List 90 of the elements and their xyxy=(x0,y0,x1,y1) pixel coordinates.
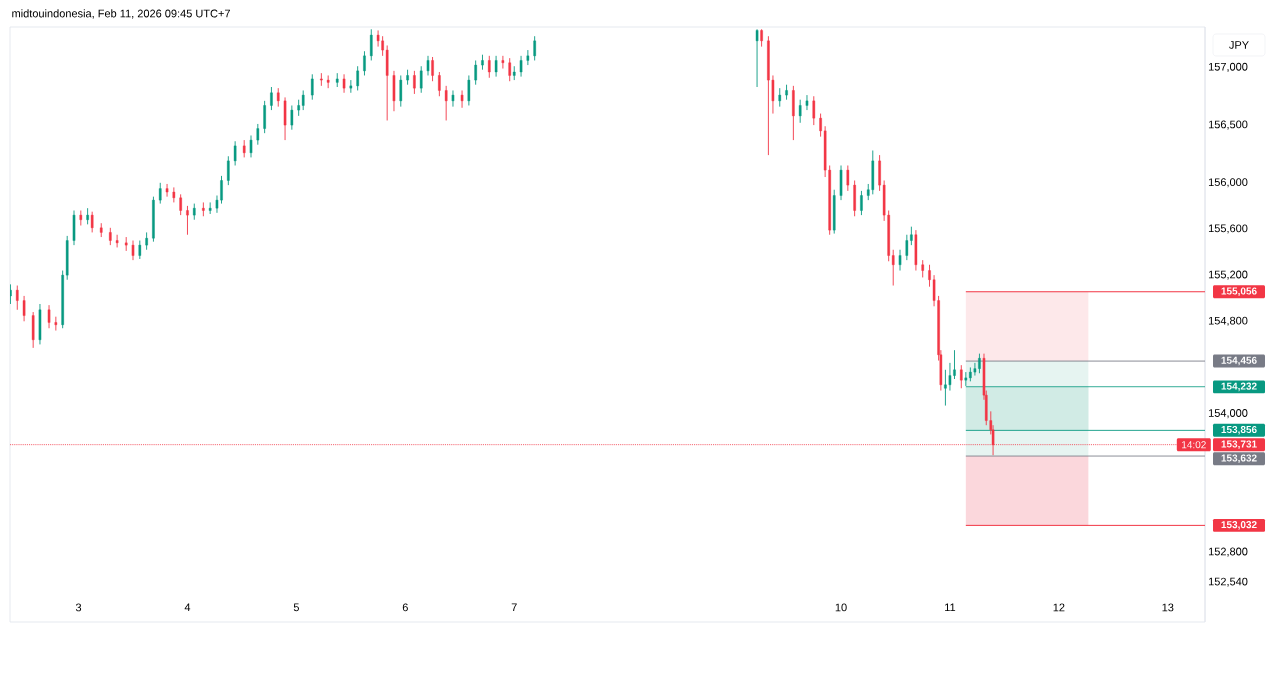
x-tick-label: 3 xyxy=(75,603,82,612)
candlestick xyxy=(533,35,536,61)
y-tick-label: 152,540 xyxy=(1208,577,1248,587)
candlestick xyxy=(474,60,477,86)
candlestick xyxy=(973,362,977,377)
ref-line-label: 153,731 xyxy=(1221,440,1257,449)
chart-title: midtouindonesia, Feb 11, 2026 09:45 UTC+7 xyxy=(12,9,230,19)
y-axis-title: JPY xyxy=(1229,41,1249,49)
y-tick-label: 156,000 xyxy=(1208,178,1248,188)
candlestick xyxy=(460,90,464,109)
candlestick xyxy=(179,193,182,216)
ref-line-label: 153,632 xyxy=(1221,454,1257,463)
ref-line-label: 154,456 xyxy=(1221,356,1257,366)
candlestick xyxy=(451,90,455,108)
candlestick xyxy=(22,295,26,322)
candlestick xyxy=(494,55,498,78)
candlestick xyxy=(115,234,119,248)
y-tick-label: 154,000 xyxy=(1208,409,1248,419)
annotation: 14:02 xyxy=(1182,441,1206,449)
x-tick-label: 4 xyxy=(184,603,191,612)
candlestick xyxy=(172,186,176,203)
candlestick xyxy=(138,240,142,260)
y-tick-label: 152,800 xyxy=(1208,547,1248,557)
ref-line-label: 155,056 xyxy=(1221,287,1257,297)
y-tick-label: 155,600 xyxy=(1208,224,1248,234)
candlestick xyxy=(755,28,759,88)
candlestick xyxy=(805,94,809,111)
candlestick xyxy=(438,71,441,97)
candlestick xyxy=(202,201,205,217)
candlestick xyxy=(519,55,523,78)
candlestick xyxy=(249,135,253,158)
x-tick-label: 5 xyxy=(293,603,299,612)
candlestick xyxy=(349,79,353,94)
y-tick-label: 154,800 xyxy=(1208,316,1248,326)
x-tick-label: 10 xyxy=(835,603,847,612)
candlestick xyxy=(90,211,94,233)
x-tick-label: 6 xyxy=(402,603,408,612)
candlestick xyxy=(419,65,423,94)
candlestick xyxy=(186,205,189,236)
candlestick xyxy=(301,90,305,111)
candlestick xyxy=(310,73,314,101)
candlestick xyxy=(467,75,471,106)
candlestick xyxy=(233,140,237,166)
y-tick-label: 155,200 xyxy=(1208,270,1248,280)
x-tick-label: 12 xyxy=(1053,603,1065,612)
candlestick xyxy=(290,105,294,131)
candlestick xyxy=(778,87,782,108)
ref-line-label: 153,032 xyxy=(1221,521,1257,530)
x-tick-label: 11 xyxy=(945,603,956,612)
candlestick xyxy=(431,56,434,82)
x-tick-label: 13 xyxy=(1162,603,1174,612)
candlestick xyxy=(846,165,850,192)
candlestick xyxy=(426,55,430,76)
candlestick xyxy=(898,249,902,271)
candlestick xyxy=(798,99,802,124)
candlestick xyxy=(263,100,266,134)
candlestick xyxy=(158,182,162,205)
candlestick xyxy=(413,70,416,95)
candlestick xyxy=(320,72,323,87)
candlestick xyxy=(369,28,373,61)
candlestick xyxy=(356,65,359,91)
candlestick xyxy=(15,285,19,311)
candlestick xyxy=(256,123,260,146)
candlestick xyxy=(905,234,909,261)
candlestick xyxy=(165,183,169,198)
candlestick xyxy=(208,201,212,215)
candlestick xyxy=(342,73,346,94)
y-tick-label: 156,500 xyxy=(1208,120,1248,130)
candlestick xyxy=(501,55,505,69)
candlestick xyxy=(47,304,51,329)
candlestick xyxy=(860,190,863,216)
x-tick-label: 7 xyxy=(511,603,517,612)
candlestick xyxy=(363,50,366,76)
candlestick xyxy=(376,30,380,48)
candlestick xyxy=(526,49,530,66)
candlestick xyxy=(276,87,280,108)
candlestick xyxy=(444,85,448,121)
candlestick xyxy=(960,364,963,389)
y-tick-label: 157,000 xyxy=(1208,62,1248,72)
candlestick xyxy=(399,75,403,108)
candlestick xyxy=(131,240,135,261)
ref-line-label: 154,232 xyxy=(1221,382,1257,392)
candlestick xyxy=(227,155,230,186)
candlestick xyxy=(812,95,816,126)
candlestick xyxy=(54,316,58,331)
candlestick xyxy=(270,86,273,111)
candlestick xyxy=(508,57,511,82)
candlestick xyxy=(948,362,952,392)
candlestick xyxy=(488,55,491,79)
ref-line-label: 153,856 xyxy=(1221,426,1257,435)
